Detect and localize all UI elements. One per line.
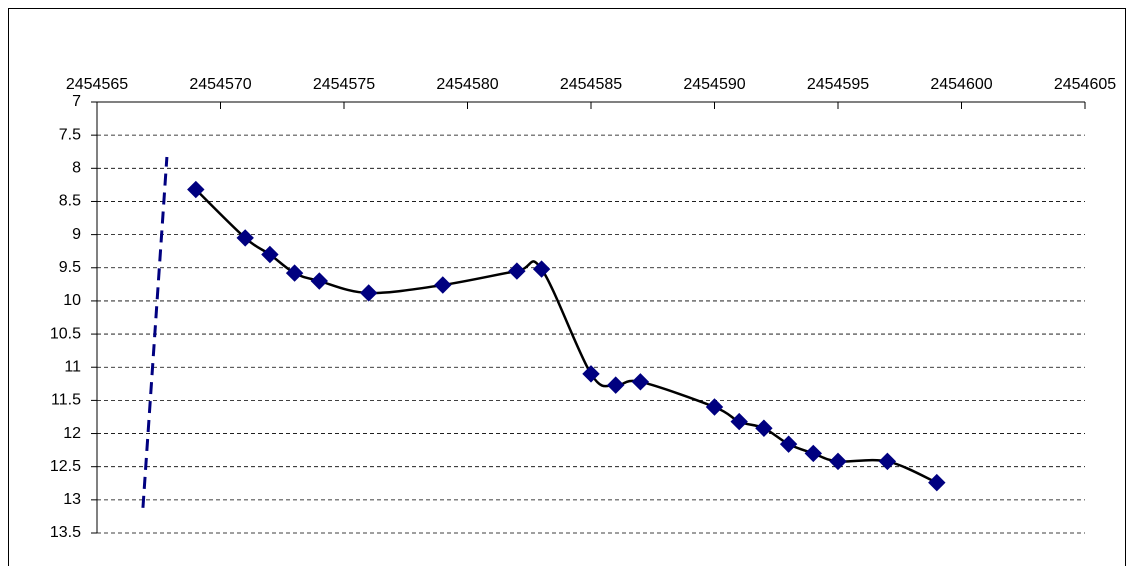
- data-point: [261, 245, 279, 264]
- data-point: [187, 180, 205, 199]
- y-tick-label: 7.5: [59, 126, 81, 143]
- data-point: [730, 412, 748, 431]
- y-tick-label: 9: [72, 226, 81, 243]
- data-point: [829, 452, 847, 471]
- x-tick-label: 2454565: [66, 76, 128, 93]
- data-point: [359, 284, 378, 302]
- y-tick-label: 13.5: [50, 524, 81, 541]
- y-tick-label: 8.5: [59, 193, 81, 210]
- data-point: [508, 262, 526, 280]
- x-tick-label: 2454600: [930, 76, 992, 93]
- data-point: [928, 473, 946, 492]
- data-point: [804, 444, 823, 463]
- x-tick-label: 2454605: [1054, 76, 1116, 93]
- data-point: [878, 452, 897, 471]
- data-point: [755, 419, 773, 437]
- y-tick-label: 10.5: [50, 325, 81, 342]
- x-tick-label: 2454580: [436, 76, 498, 93]
- y-tick-label: 11: [64, 358, 81, 375]
- data-point: [434, 276, 452, 294]
- y-tick-label: 12: [63, 425, 81, 442]
- x-tick-label: 2454590: [683, 76, 745, 93]
- data-point: [631, 373, 650, 391]
- x-tick-label: 2454575: [313, 76, 375, 93]
- data-point: [236, 229, 254, 247]
- x-tick-label: 2454595: [807, 76, 869, 93]
- chart-frame: [8, 8, 1126, 566]
- y-tick-label: 8: [72, 160, 81, 177]
- series-line: [194, 188, 938, 484]
- y-tick-label: 7: [72, 93, 81, 110]
- data-point: [606, 376, 625, 394]
- data-point: [582, 365, 600, 383]
- y-tick-label: 10: [63, 292, 81, 309]
- y-tick-label: 9.5: [59, 259, 81, 276]
- series-line: [141, 156, 169, 508]
- y-tick-label: 12.5: [50, 458, 81, 475]
- data-point: [310, 272, 329, 290]
- y-tick-label: 11.5: [51, 392, 81, 409]
- data-point: [779, 435, 798, 453]
- data-point: [532, 260, 551, 278]
- x-tick-label: 2454585: [560, 76, 622, 93]
- data-point: [705, 398, 724, 416]
- data-point: [285, 264, 304, 282]
- x-tick-label: 2454570: [189, 76, 251, 93]
- y-tick-label: 13: [63, 491, 81, 508]
